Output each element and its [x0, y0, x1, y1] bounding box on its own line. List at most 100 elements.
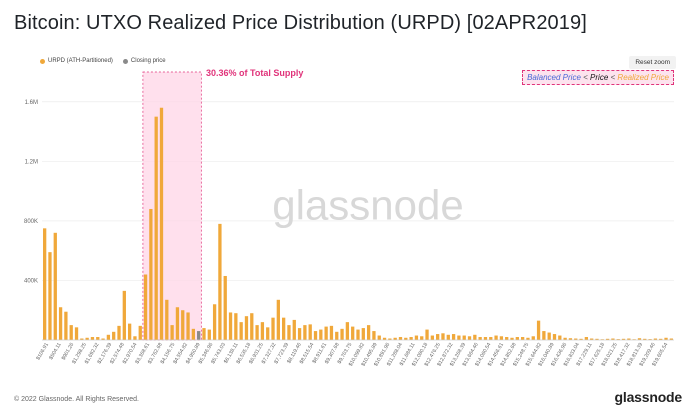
urpd-bar	[648, 339, 652, 340]
urpd-bar	[473, 334, 477, 340]
urpd-bar	[568, 338, 573, 340]
urpd-bar	[239, 322, 243, 340]
legend-item-closing[interactable]: Closing price	[122, 58, 166, 64]
urpd-bar	[207, 329, 211, 340]
urpd-bar	[175, 307, 180, 340]
urpd-bar	[154, 116, 158, 341]
price-relation-annotation: Balanced Price < Price < Realized Price	[522, 70, 674, 85]
urpd-bar	[483, 337, 488, 340]
reset-zoom-button[interactable]: Reset zoom	[629, 56, 676, 69]
urpd-bar	[122, 290, 126, 340]
legend-closing-label: Closing price	[130, 58, 166, 64]
urpd-bar	[340, 328, 344, 340]
urpd-bar	[414, 335, 419, 340]
urpd-bar	[74, 327, 79, 340]
urpd-bar	[308, 324, 312, 340]
urpd-bar	[393, 337, 397, 340]
urpd-bar	[106, 334, 111, 340]
urpd-bar	[324, 326, 328, 340]
urpd-bar	[627, 338, 631, 340]
urpd-bar	[478, 337, 482, 340]
urpd-bar	[260, 322, 265, 340]
y-tick-label: 400K	[24, 278, 38, 284]
urpd-bar	[356, 329, 360, 340]
footer-logo[interactable]: glassnode	[614, 389, 683, 405]
urpd-bar	[388, 338, 392, 340]
annotation-balanced: Balanced Price	[527, 73, 581, 82]
urpd-bar	[228, 312, 233, 340]
urpd-bar	[90, 337, 95, 340]
legend-closing-dot-icon	[122, 58, 128, 64]
annotation-realized: Realized Price	[617, 73, 669, 82]
urpd-bar	[143, 274, 148, 340]
urpd-bar	[244, 316, 249, 340]
urpd-chart: 400K800K1.2M1.6Mglassnode$106.91$504.11$…	[24, 71, 674, 367]
urpd-bar	[531, 336, 535, 340]
urpd-bar	[441, 333, 445, 340]
urpd-bar	[212, 304, 217, 340]
urpd-bar	[398, 337, 403, 340]
urpd-bar	[372, 331, 376, 340]
urpd-bar	[276, 299, 280, 340]
urpd-bar	[58, 307, 63, 340]
urpd-bar	[223, 275, 227, 340]
urpd-bar	[404, 337, 408, 340]
watermark: glassnode	[272, 181, 463, 228]
supply-highlight-region	[142, 71, 202, 341]
urpd-bar	[329, 325, 334, 340]
urpd-bar	[563, 337, 567, 340]
urpd-bar	[637, 338, 642, 340]
footer-copyright: © 2022 Glassnode. All Rights Reserved.	[14, 396, 140, 403]
urpd-bar	[409, 337, 413, 340]
chart-legend: URPD (ATH-Partitioned) Closing price	[40, 58, 166, 64]
urpd-bar	[255, 325, 259, 340]
legend-item-urpd[interactable]: URPD (ATH-Partitioned)	[40, 58, 113, 64]
urpd-bar	[292, 319, 296, 340]
urpd-bar	[653, 338, 658, 340]
urpd-bar	[579, 338, 583, 340]
urpd-bar	[611, 338, 615, 340]
urpd-bar	[80, 338, 84, 340]
urpd-bar	[282, 317, 286, 340]
urpd-bar	[526, 337, 530, 340]
urpd-bar	[351, 326, 355, 340]
urpd-bar	[117, 325, 121, 340]
urpd-bar	[632, 339, 636, 340]
urpd-bar	[218, 223, 222, 340]
legend-urpd-dot-icon	[40, 58, 45, 64]
urpd-bar	[127, 323, 132, 340]
urpd-bar	[574, 338, 578, 340]
urpd-bar	[313, 331, 318, 340]
closing-price-bar	[197, 331, 201, 340]
urpd-bar	[181, 310, 185, 340]
urpd-bar	[420, 336, 424, 340]
urpd-bar	[303, 325, 307, 340]
urpd-bar	[366, 325, 371, 340]
urpd-bar	[64, 311, 68, 340]
urpd-bar	[287, 325, 291, 340]
urpd-bar	[605, 338, 610, 340]
urpd-bar	[436, 334, 440, 340]
supply-annotation: 30.36% of Total Supply	[206, 68, 304, 78]
urpd-bar	[425, 329, 429, 340]
urpd-bar	[149, 208, 153, 340]
urpd-bar	[85, 337, 89, 340]
urpd-bar	[234, 313, 238, 340]
urpd-bar	[552, 334, 557, 340]
urpd-bar	[505, 337, 509, 340]
urpd-bar	[446, 334, 450, 340]
annotation-price: Price	[590, 73, 609, 82]
urpd-bar	[621, 338, 626, 340]
urpd-bar	[138, 325, 142, 340]
urpd-bar	[600, 339, 604, 340]
page-title: Bitcoin: UTXO Realized Price Distributio…	[14, 12, 587, 34]
urpd-bar	[659, 338, 663, 340]
y-tick-label: 800K	[24, 219, 38, 225]
legend-urpd-label: URPD (ATH-Partitioned)	[48, 58, 113, 64]
urpd-bar	[643, 338, 647, 340]
y-tick-label: 1.2M	[25, 159, 38, 165]
urpd-bar	[510, 337, 514, 340]
urpd-bar	[377, 335, 381, 340]
urpd-bar	[467, 336, 472, 340]
urpd-bar	[165, 299, 169, 340]
